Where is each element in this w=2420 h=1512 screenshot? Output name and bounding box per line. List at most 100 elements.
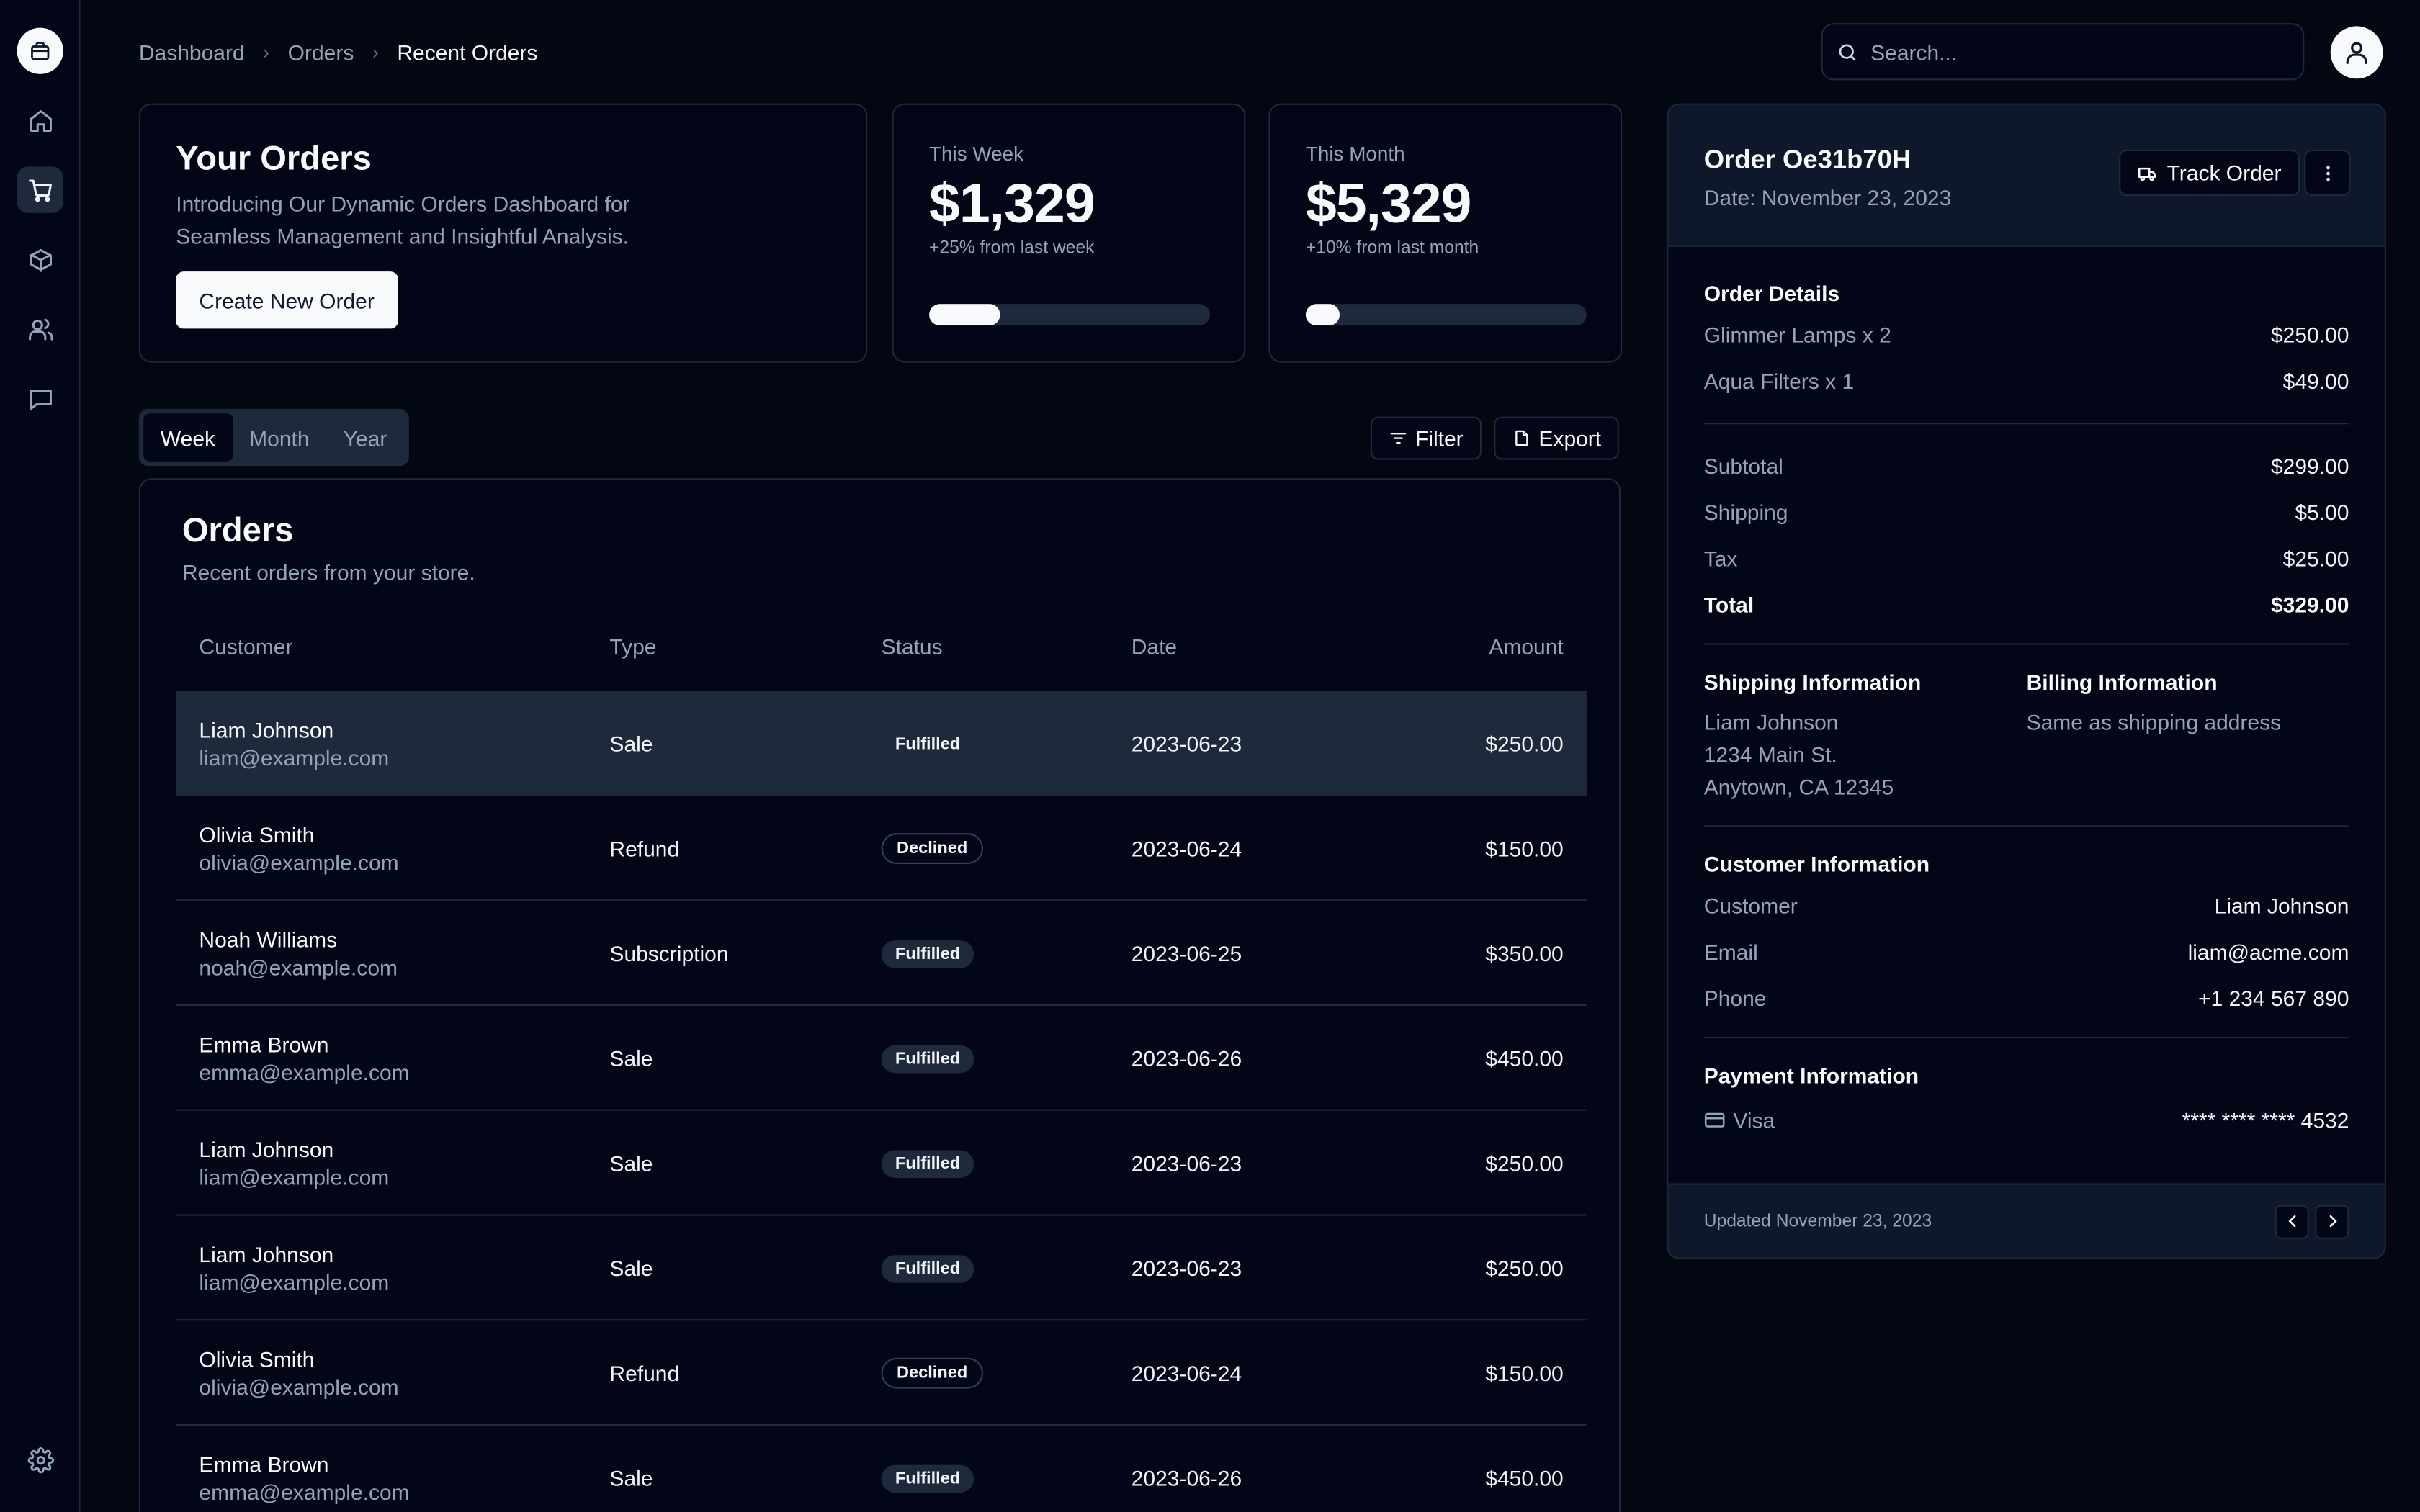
customer-name: Olivia Smith xyxy=(199,822,315,847)
type-cell: Sale xyxy=(609,1045,653,1071)
table-row[interactable]: Liam Johnson liam@example.com Sale Fulfille… xyxy=(176,1111,1587,1216)
chevron-right-icon xyxy=(2329,1215,2336,1228)
chevron-right-icon: › xyxy=(372,41,379,63)
track-order-label: Track Order xyxy=(2166,160,2282,186)
message-icon[interactable] xyxy=(17,375,63,421)
line-item-price: $250.00 xyxy=(2270,322,2349,348)
divider xyxy=(1703,423,2349,425)
order-pager xyxy=(2275,1204,2349,1238)
line-item: Glimmer Lamps x 2 $250.00 xyxy=(1704,312,2349,358)
export-button[interactable]: Export xyxy=(1494,416,1620,460)
customer-email: noah@example.com xyxy=(199,954,398,979)
credit-card-icon xyxy=(1704,1112,1725,1128)
customer-cell: Emma Brown emma@example.com xyxy=(199,1451,409,1503)
package-icon[interactable] xyxy=(17,27,63,74)
create-order-button[interactable]: Create New Order xyxy=(176,271,398,329)
order-date: Date: November 23, 2023 xyxy=(1703,185,1952,210)
user-icon xyxy=(2346,42,2367,64)
table-row[interactable]: Noah Williams noah@example.com Subscriptio… xyxy=(176,901,1587,1007)
table-row[interactable]: Olivia Smith olivia@example.com Refund Decl… xyxy=(176,796,1587,901)
customer-email-link[interactable]: liam@acme.com xyxy=(2187,940,2349,965)
column-header[interactable]: Amount xyxy=(1489,634,1564,659)
status-badge: Declined xyxy=(881,832,983,863)
customer-cell: Liam Johnson liam@example.com xyxy=(199,716,389,769)
type-cell: Refund xyxy=(609,835,680,860)
avatar[interactable] xyxy=(2330,26,2383,79)
column-header[interactable]: Customer xyxy=(199,634,293,659)
customer-email: liam@example.com xyxy=(199,1164,390,1189)
shipping-line: 1234 Main St. xyxy=(1703,742,1837,767)
table-row[interactable]: Emma Brown emma@example.com Sale Fulfilled 2… xyxy=(176,1426,1587,1512)
table-row[interactable]: Emma Brown emma@example.com Sale Fulfilled 2… xyxy=(176,1006,1587,1111)
filter-label: Filter xyxy=(1415,426,1464,451)
tab-year[interactable]: Year xyxy=(343,425,387,450)
customer-cell: Liam Johnson liam@example.com xyxy=(199,1241,389,1294)
customer-name: Emma Brown xyxy=(199,1031,329,1056)
table-row[interactable]: Olivia Smith olivia@example.com Refund Decl… xyxy=(176,1320,1587,1426)
next-order-button[interactable] xyxy=(2315,1204,2349,1238)
table-row[interactable]: Liam Johnson liam@example.com Sale Fulfille… xyxy=(176,1216,1587,1321)
status-cell: Fulfilled xyxy=(882,728,974,757)
customer-name: Liam Johnson xyxy=(199,1136,334,1161)
column-header[interactable]: Date xyxy=(1131,634,1178,659)
more-options-button[interactable] xyxy=(2304,149,2351,197)
summary-label: Subtotal xyxy=(1703,454,1783,479)
breadcrumb-dashboard[interactable]: Dashboard xyxy=(138,40,245,65)
breadcrumb-orders[interactable]: Orders xyxy=(287,40,354,65)
previous-order-button[interactable] xyxy=(2275,1204,2309,1238)
billing-title: Billing Information xyxy=(2026,670,2218,695)
type-cell: Subscription xyxy=(609,940,729,966)
amount-cell: $450.00 xyxy=(1485,1464,1564,1490)
users-icon[interactable] xyxy=(17,305,63,351)
cart-icon[interactable] xyxy=(17,166,63,213)
search-input[interactable] xyxy=(1870,39,2257,64)
status-badge: Fulfilled xyxy=(881,1464,974,1493)
search-icon xyxy=(1839,43,1856,60)
customer-name: Liam Johnson xyxy=(199,1241,334,1266)
total-label: Total xyxy=(1703,592,1754,618)
shipping-line: Anytown, CA 12345 xyxy=(1703,774,1894,799)
more-vertical-icon xyxy=(2326,165,2329,181)
column-header[interactable]: Status xyxy=(881,634,943,659)
stat-delta: +25% from last week xyxy=(929,239,1095,258)
column-header[interactable]: Type xyxy=(609,634,657,659)
table-row[interactable]: Liam Johnson liam@example.com Sale Fulfille… xyxy=(176,691,1587,796)
customer-email: emma@example.com xyxy=(199,1059,410,1084)
customer-phone-link[interactable]: +1 234 567 890 xyxy=(2198,986,2349,1011)
gear-icon[interactable] xyxy=(17,1436,63,1482)
tab-week[interactable]: Week xyxy=(143,413,233,462)
status-cell: Fulfilled xyxy=(881,1253,974,1282)
filter-button[interactable]: Filter xyxy=(1370,416,1482,460)
customer-value: Liam Johnson xyxy=(2214,893,2349,918)
amount-cell: $150.00 xyxy=(1485,1359,1564,1385)
summary-row: Subtotal $299.00 xyxy=(1704,443,2349,489)
status-badge: Fulfilled xyxy=(881,940,974,968)
tab-month[interactable]: Month xyxy=(249,425,310,450)
amount-cell: $150.00 xyxy=(1485,835,1564,860)
status-cell: Declined xyxy=(881,1356,983,1388)
customer-title: Customer Information xyxy=(1703,851,1930,877)
summary-row: Shipping $5.00 xyxy=(1704,489,2349,535)
total-value: $329.00 xyxy=(2270,592,2349,618)
payment-method: Visa xyxy=(1733,1107,1775,1133)
track-order-button[interactable]: Track Order xyxy=(2119,149,2300,197)
customer-row: Phone +1 234 567 890 xyxy=(1704,975,2349,1021)
billing-text: Same as shipping address xyxy=(2026,709,2282,734)
customer-email: liam@example.com xyxy=(199,744,390,770)
customer-email: liam@example.com xyxy=(199,1269,390,1294)
orders-title: Orders xyxy=(182,510,294,549)
customer-email: olivia@example.com xyxy=(199,849,399,874)
filter-icon xyxy=(1390,432,1407,444)
progress-bar xyxy=(929,304,1210,326)
home-icon[interactable] xyxy=(17,97,63,143)
status-cell: Fulfilled xyxy=(881,1043,974,1073)
search-box[interactable] xyxy=(1821,23,2305,81)
customer-name: Noah Williams xyxy=(199,926,338,952)
box-icon[interactable] xyxy=(17,236,63,282)
summary-label: Shipping xyxy=(1703,500,1788,525)
order-detail-panel: Order Oe31b70H Date: November 23, 2023 T… xyxy=(1667,103,2386,1259)
breadcrumb: Dashboard › Orders › Recent Orders xyxy=(139,37,538,68)
line-item-price: $49.00 xyxy=(2282,369,2349,394)
file-icon xyxy=(1515,430,1528,446)
shipping-line: Liam Johnson xyxy=(1703,709,1839,734)
